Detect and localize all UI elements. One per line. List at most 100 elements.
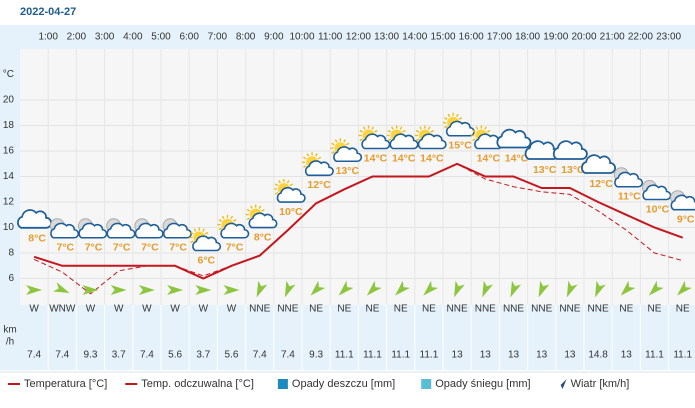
temperature-label: 7°C <box>113 242 131 254</box>
sun-ray <box>286 180 290 184</box>
wind-speed: 11.1 <box>363 350 382 361</box>
wind-arrow <box>510 280 522 298</box>
wind-speed: 9.3 <box>84 350 98 361</box>
hour-label: 16:00 <box>459 32 484 43</box>
wind-arrow <box>538 280 550 298</box>
wind-direction: NNE <box>475 304 496 315</box>
wind-arrow <box>52 282 70 294</box>
weather-icon <box>245 204 278 229</box>
wind-arrow <box>138 285 155 295</box>
wind-arrow <box>284 280 296 298</box>
wind-speed: 11.1 <box>645 350 664 361</box>
cloud <box>276 186 306 203</box>
legend-label: Wiatr [km/h] <box>571 378 630 390</box>
wind-speed: 5.6 <box>168 350 182 361</box>
sun-ray <box>359 129 363 133</box>
wind-speed: 13 <box>480 350 492 361</box>
wind-arrow <box>454 280 465 298</box>
legend-arrow <box>556 379 567 389</box>
sun-ray <box>190 231 194 235</box>
hour-label: 4:00 <box>123 32 143 43</box>
sun-ray <box>374 129 378 133</box>
wind-speed: 7.4 <box>55 350 69 361</box>
wind-direction: NE <box>619 304 633 315</box>
legend-label: Temp. odczuwalna [°C] <box>141 378 254 390</box>
wind-direction: WNW <box>49 304 76 315</box>
sun-ray <box>444 117 448 120</box>
sun-ray <box>331 142 335 146</box>
wind-direction: W <box>170 304 180 315</box>
wind-speed: 11.1 <box>335 350 354 361</box>
wind-speed: 7.4 <box>27 350 41 361</box>
weather-icon <box>642 180 672 201</box>
sun-ray <box>274 183 279 187</box>
cloud <box>106 222 136 239</box>
cloud <box>248 212 278 229</box>
temperature-label: 12°C <box>589 178 613 190</box>
hour-label: 2:00 <box>67 32 87 43</box>
wind-speed: 13 <box>536 350 548 361</box>
sun-ray <box>415 138 420 142</box>
wind-unit: km <box>3 325 16 336</box>
sun-ray <box>258 205 262 209</box>
wind-direction: NE <box>394 304 408 315</box>
hour-label: 21:00 <box>600 32 625 43</box>
temperature-label: 14°C <box>420 152 444 164</box>
sun-ray <box>233 219 237 222</box>
wind-arrow <box>595 280 606 298</box>
cloud <box>389 133 419 150</box>
sun-ray <box>444 125 448 129</box>
temperature-label: 9°C <box>677 213 695 225</box>
weather-icon <box>496 128 532 149</box>
sun-ray <box>218 219 222 222</box>
sun-ray <box>246 208 250 212</box>
temperature-label: 13°C <box>561 164 585 176</box>
hour-label: 20:00 <box>571 32 596 43</box>
weather-icon <box>414 125 447 150</box>
wind-speed: 11.1 <box>673 350 692 361</box>
temperature-label: 13°C <box>336 165 360 177</box>
temperature-label: 12°C <box>307 179 331 191</box>
weather-icon <box>386 125 419 150</box>
temperature-label: 10°C <box>646 203 670 215</box>
hour-label: 9:00 <box>264 32 284 43</box>
wind-arrow <box>310 280 326 296</box>
sun-ray <box>246 217 250 221</box>
cloud <box>333 146 363 163</box>
hour-band <box>0 25 695 49</box>
y-tick-label: 20 <box>3 95 15 106</box>
temperature-label: 11°C <box>618 191 641 203</box>
weather-icon <box>552 140 588 160</box>
hour-label: 1:00 <box>38 32 58 43</box>
sun-ray <box>261 208 265 212</box>
cloud <box>642 184 672 201</box>
cloud <box>304 160 334 177</box>
wind-speed: 13 <box>508 350 520 361</box>
weather-icon <box>217 214 250 239</box>
sun-ray <box>387 129 391 133</box>
sun-ray <box>399 126 403 130</box>
wind-direction: NNE <box>277 304 298 315</box>
cloud <box>670 194 695 211</box>
wind-direction: NNE <box>447 304 468 315</box>
temperature-label: 6°C <box>197 254 215 266</box>
y-tick-label: 14 <box>3 171 15 182</box>
wind-direction: NNE <box>559 304 580 315</box>
wind-arrow <box>482 280 493 298</box>
temperature-label: 14°C <box>477 152 501 164</box>
cloud <box>417 133 447 150</box>
sun-ray <box>230 215 234 220</box>
wind-speed: 13 <box>621 350 633 361</box>
sun-ray <box>218 227 222 231</box>
sun-ray <box>371 126 375 130</box>
weather-icon <box>162 218 192 239</box>
wind-unit: /h <box>6 337 14 348</box>
weather-icon <box>134 218 164 239</box>
weather-icon <box>443 112 475 137</box>
sun-ray <box>447 113 451 118</box>
hour-label: 17:00 <box>487 32 512 43</box>
wind-speed: 14.8 <box>588 350 608 361</box>
hour-label: 15:00 <box>430 32 455 43</box>
wind-speed: 7.4 <box>140 350 154 361</box>
